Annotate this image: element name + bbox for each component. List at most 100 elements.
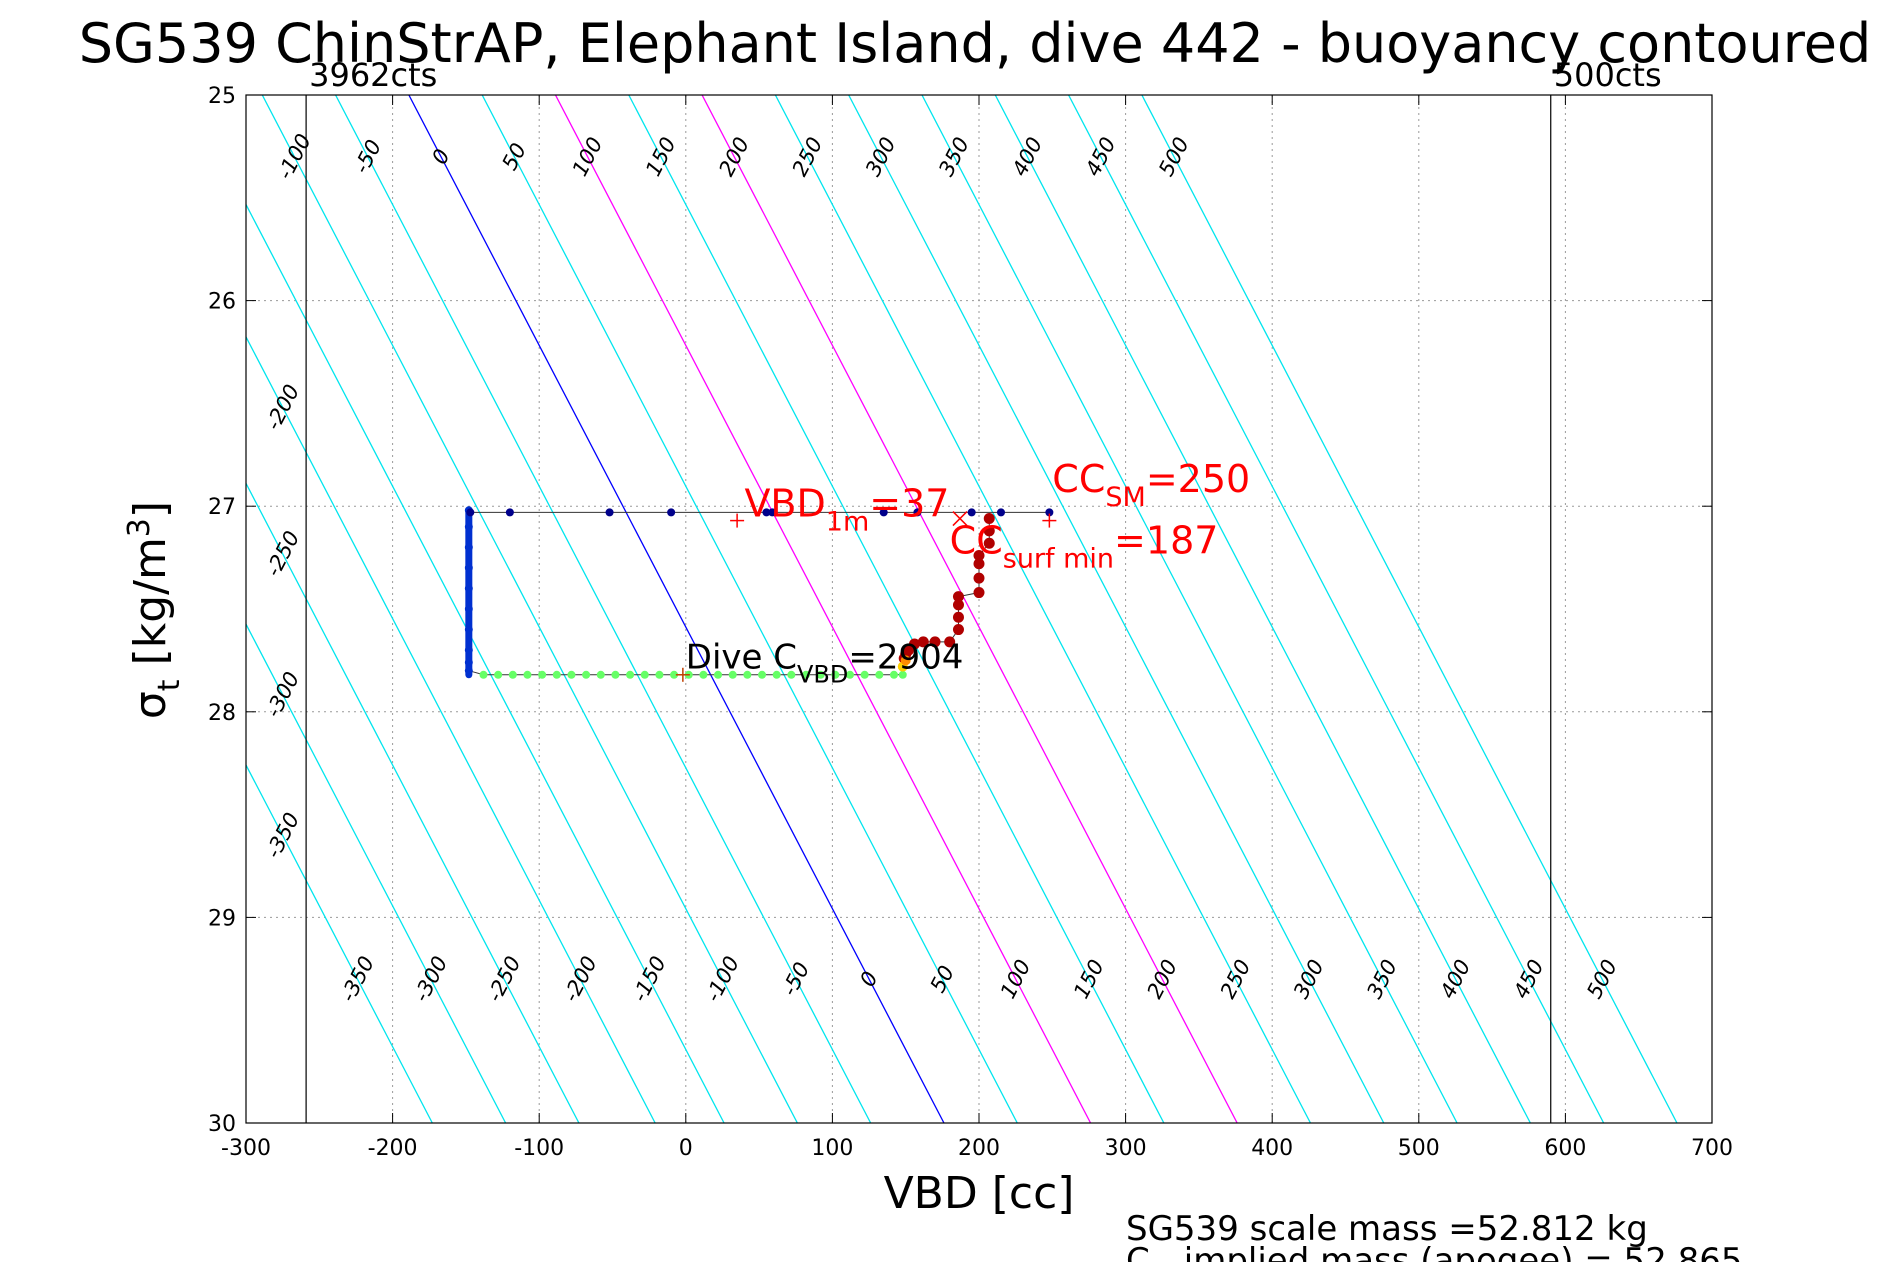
data-point-1-15 <box>699 670 708 679</box>
data-point-1-1 <box>494 670 503 679</box>
contour-label-neg350: -350 <box>336 952 379 1005</box>
x-axis-label: VBD [cc] <box>884 1168 1075 1219</box>
marker-plus-1 <box>1042 513 1057 528</box>
x-tick-label: -300 <box>221 1136 271 1161</box>
annotation-vbd1m: VBD1m=37 <box>744 481 949 537</box>
data-point-0-6 <box>464 625 473 634</box>
data-point-1-19 <box>758 670 767 679</box>
annotation-ccsurf-base: CC <box>950 518 1003 562</box>
contour-line-150 <box>628 95 1165 1123</box>
contour-label-neg250: -250 <box>261 527 304 580</box>
x-tick-label: -100 <box>514 1136 564 1161</box>
contour-line-neg100 <box>261 95 798 1123</box>
contour-label-250: 250 <box>788 133 828 180</box>
marker-cross-2 <box>952 511 968 527</box>
transition-point-1 <box>900 655 911 666</box>
contour-line-neg250 <box>246 481 580 1123</box>
annotation-ccsurf-value: =187 <box>1114 518 1218 562</box>
data-point-1-6 <box>567 670 576 679</box>
annotation-vbd1m-sub: 1m <box>826 506 869 537</box>
contour-label-neg350: -350 <box>261 809 304 862</box>
contour-label-50: 50 <box>926 962 960 997</box>
contour-label-200: 200 <box>714 133 754 180</box>
marker-plus-0 <box>730 513 745 528</box>
contour-label-neg200: -200 <box>559 952 602 1005</box>
contour-label-350: 350 <box>1362 956 1402 1003</box>
contour-label-0: 0 <box>855 968 882 991</box>
contour-label-100: 100 <box>996 956 1036 1003</box>
x-tick-label: 400 <box>1251 1136 1293 1161</box>
data-point-1-8 <box>596 670 605 679</box>
data-point-1-16 <box>714 670 723 679</box>
data-point-3-0 <box>466 508 475 517</box>
data-point-2-6 <box>944 636 956 648</box>
data-point-1-4 <box>538 670 547 679</box>
y-tick-label: 30 <box>208 1112 236 1137</box>
contour-line-0 <box>408 95 945 1123</box>
y-tick-label: 25 <box>208 84 236 109</box>
y-axis-label-end: ] <box>125 501 176 518</box>
data-point-1-17 <box>728 670 737 679</box>
contour-label-neg100: -100 <box>701 952 744 1005</box>
x-tick-label: 200 <box>958 1136 1000 1161</box>
contour-line-neg300 <box>246 622 507 1123</box>
contour-label-300: 300 <box>861 133 901 180</box>
data-point-2-16 <box>983 525 995 537</box>
chart-title: SG539 ChinStrAP, Elephant Island, dive 4… <box>79 12 1872 75</box>
y-axis-label-base: σ <box>125 691 176 719</box>
data-point-2-8 <box>952 611 964 623</box>
contour-line-400 <box>994 95 1531 1123</box>
data-point-2-12 <box>973 572 985 584</box>
contour-label-400: 400 <box>1436 956 1476 1003</box>
data-point-1-5 <box>552 670 561 679</box>
y-axis-label: σt [kg/m3] <box>122 501 187 719</box>
data-point-1-24 <box>831 670 840 679</box>
y-axis-label-sub: t <box>152 679 187 691</box>
contour-label-100: 100 <box>568 133 608 180</box>
data-point-2-15 <box>983 537 995 549</box>
data-point-2-3 <box>908 638 920 650</box>
contour-label-500: 500 <box>1582 956 1622 1003</box>
data-point-2-5 <box>929 636 941 648</box>
vbd-limit-label: 500cts <box>1554 56 1662 94</box>
data-point-1-12 <box>655 670 664 679</box>
data-point-3-7 <box>913 508 922 517</box>
data-point-3-5 <box>768 508 777 517</box>
contour-line-neg50 <box>334 95 872 1123</box>
data-point-1-27 <box>875 670 884 679</box>
y-tick-label: 29 <box>208 906 236 931</box>
data-point-2-7 <box>952 624 964 636</box>
data-point-0-5 <box>464 605 473 613</box>
contour-label-neg100: -100 <box>273 130 316 183</box>
data-point-1-26 <box>860 670 869 679</box>
x-tick-label: 500 <box>1398 1136 1440 1161</box>
contour-label-neg50: -50 <box>777 958 814 1000</box>
data-point-1-11 <box>640 670 649 679</box>
data-point-0-1 <box>464 522 473 531</box>
data-point-0-2 <box>464 543 473 552</box>
data-point-1-18 <box>743 670 752 679</box>
x-tick-label: -200 <box>368 1136 418 1161</box>
data-point-1-7 <box>582 670 591 679</box>
contour-label-500: 500 <box>1154 133 1194 180</box>
annotation-ccsm-base: CC <box>1052 457 1105 501</box>
x-tick-label: 0 <box>679 1136 693 1161</box>
contour-line-neg150 <box>246 203 725 1123</box>
annotation-ccsm-value: =250 <box>1146 457 1250 501</box>
data-point-2-11 <box>973 587 985 599</box>
data-point-1-9 <box>611 670 620 679</box>
contour-label-neg50: -50 <box>349 136 386 178</box>
annotation-ccsm: CCSM=250 <box>1052 457 1250 513</box>
x-tick-label: 100 <box>811 1136 853 1161</box>
annotation-vbd1m-value: =37 <box>869 481 949 525</box>
data-point-1-25 <box>845 670 854 679</box>
data-point-1-13 <box>670 670 679 679</box>
contour-line-450 <box>1067 95 1605 1123</box>
contour-line-100 <box>554 95 1092 1123</box>
data-point-3-6 <box>879 508 888 517</box>
annotation-vbd1m-base: VBD <box>744 481 825 525</box>
contour-line-250 <box>774 95 1312 1123</box>
